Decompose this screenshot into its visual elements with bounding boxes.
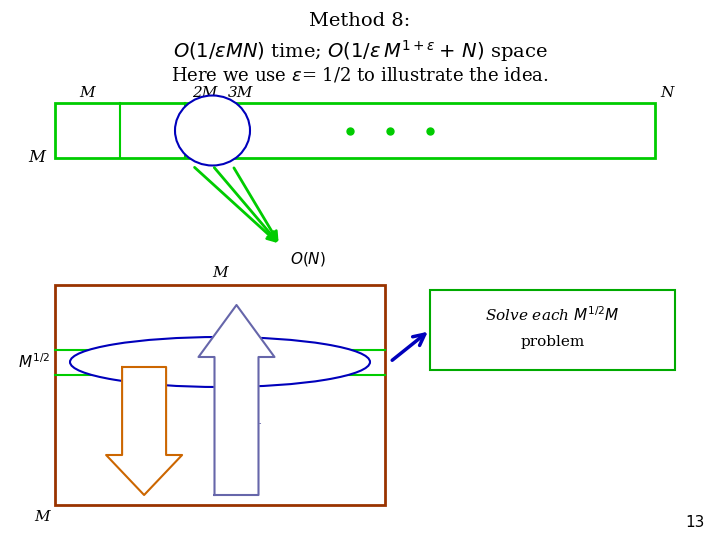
Text: Method 8:: Method 8: <box>310 12 410 30</box>
Bar <box>55 285 385 505</box>
Text: N: N <box>660 86 673 100</box>
Text: 13: 13 <box>685 515 705 530</box>
Polygon shape <box>199 305 274 495</box>
Bar <box>430 290 675 370</box>
Text: Solve each $M^{1/2}M$: Solve each $M^{1/2}M$ <box>485 306 620 325</box>
Text: $S^+$: $S^+$ <box>241 420 262 437</box>
Text: M: M <box>35 510 50 524</box>
Polygon shape <box>106 367 182 495</box>
Text: $S^-$: $S^-$ <box>149 358 170 372</box>
Text: $O(N)$: $O(N)$ <box>290 250 326 268</box>
Text: M: M <box>79 86 95 100</box>
Text: problem: problem <box>521 335 585 349</box>
Ellipse shape <box>175 96 250 165</box>
Bar <box>55 103 655 158</box>
Text: $M^{1/2}$: $M^{1/2}$ <box>18 353 50 372</box>
Text: 3M: 3M <box>228 86 253 100</box>
Text: M: M <box>28 150 45 166</box>
Ellipse shape <box>70 337 370 387</box>
Text: Here we use $\varepsilon$= 1/2 to illustrate the idea.: Here we use $\varepsilon$= 1/2 to illust… <box>171 65 549 84</box>
Text: M: M <box>212 266 228 280</box>
Text: 2M: 2M <box>192 86 217 100</box>
Text: $O(1/\varepsilon MN)$ time; $O(1/\varepsilon\, M^{1+\varepsilon}+\, N)$ space: $O(1/\varepsilon MN)$ time; $O(1/\vareps… <box>173 38 547 64</box>
